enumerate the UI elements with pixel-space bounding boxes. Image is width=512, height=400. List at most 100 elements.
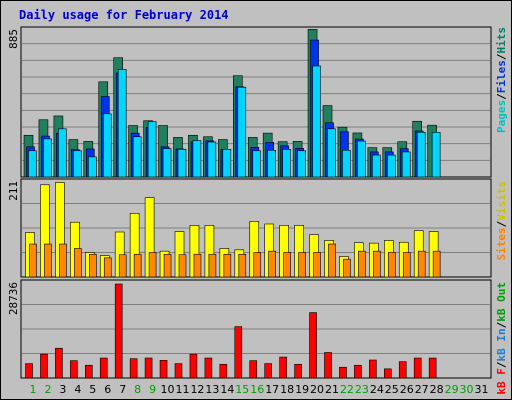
pages-bar — [28, 150, 37, 178]
kbf-bar — [144, 357, 153, 379]
pages-bar — [327, 128, 336, 178]
sites-bar — [358, 250, 366, 278]
legend-text: / — [495, 321, 508, 328]
pages-bar — [222, 148, 232, 178]
sites-bar — [253, 252, 262, 278]
kbf-bar — [85, 364, 93, 379]
legend-text: kB Out — [495, 282, 508, 322]
day-label: 29 — [445, 383, 459, 396]
kbf-bar — [204, 357, 213, 379]
pages-bar — [431, 131, 441, 178]
kbf-bar — [25, 363, 33, 379]
kbf-bar — [383, 368, 392, 379]
sites-bar — [163, 253, 172, 278]
day-label: 25 — [385, 383, 399, 396]
day-label: 21 — [325, 383, 339, 396]
day-label: 2 — [44, 383, 51, 396]
sites-bar — [402, 252, 411, 278]
day-label: 13 — [205, 383, 219, 396]
kbf-bar — [40, 353, 48, 379]
kbf-bar — [174, 363, 183, 379]
pages-bar — [177, 148, 187, 178]
kbf-bar — [70, 360, 78, 379]
pages-bar — [372, 154, 381, 178]
sites-bar — [44, 243, 52, 278]
legend-text: kB In — [495, 328, 508, 361]
day-label: 8 — [134, 383, 141, 396]
legend-kbytes: kB F/kB In/kB Out — [495, 282, 508, 395]
kbf-bar — [428, 357, 437, 379]
kbf-bar — [264, 363, 273, 379]
pages-bar — [132, 136, 142, 178]
pages-bar — [117, 69, 127, 178]
day-label: 1 — [30, 383, 37, 396]
sites-bar — [178, 254, 187, 278]
day-label: 12 — [190, 383, 204, 396]
pages-bar — [147, 121, 157, 178]
legend-hits-files-pages: Pages/Files/Hits — [495, 27, 508, 133]
kbf-bar — [114, 283, 123, 379]
chart-title: Daily usage for February 2014 — [19, 8, 229, 22]
kbf-bar — [99, 357, 108, 379]
sites-bar — [208, 253, 217, 278]
sites-bar — [313, 252, 321, 278]
pages-bar — [207, 141, 217, 178]
pages-bar — [267, 149, 277, 178]
day-label: 31 — [475, 383, 489, 396]
sites-bar — [268, 250, 277, 278]
legend-text: Files — [495, 60, 508, 93]
pages-bar — [416, 131, 426, 178]
legend-text: kB F — [495, 368, 508, 395]
legend-visits-sites: Sites/Visits — [495, 181, 508, 261]
pages-bar — [342, 149, 351, 178]
kbf-bar — [219, 363, 228, 379]
legend-text: Pages — [495, 100, 508, 133]
sites-bar — [148, 252, 157, 278]
sites-bar — [103, 257, 112, 278]
kbf-bar — [309, 312, 317, 379]
day-label: 7 — [119, 383, 126, 396]
legend-text: / — [495, 53, 508, 60]
kbf-bar — [294, 363, 302, 379]
day-label: 27 — [415, 383, 429, 396]
day-label: 30 — [460, 383, 474, 396]
sites-bar — [373, 250, 381, 278]
pages-bar — [297, 150, 306, 178]
pages-bar — [357, 140, 366, 178]
legend-text: / — [495, 361, 508, 368]
sites-bar — [328, 243, 336, 278]
kbf-bar — [159, 360, 168, 379]
sites-bar — [238, 253, 247, 278]
day-label: 16 — [250, 383, 264, 396]
day-label: 10 — [161, 383, 175, 396]
pages-bar — [102, 113, 112, 178]
sites-bar — [343, 258, 351, 278]
pages-bar — [237, 86, 247, 178]
pages-bar — [88, 156, 97, 178]
day-label: 24 — [370, 383, 384, 396]
day-label: 5 — [89, 383, 96, 396]
legend-text: Sites — [495, 227, 508, 260]
kbf-bar — [234, 326, 243, 379]
sites-bar — [74, 248, 82, 278]
sites-bar — [432, 250, 441, 278]
sites-bar — [387, 252, 396, 278]
y-max-label: 211 — [7, 181, 20, 201]
sites-bar — [193, 253, 202, 278]
kbf-bar — [354, 364, 362, 379]
day-label: 3 — [59, 383, 66, 396]
pages-bar — [73, 150, 82, 178]
pages-bar — [386, 154, 396, 178]
sites-bar — [133, 253, 142, 278]
legend-text: Visits — [495, 181, 508, 221]
day-label: 20 — [310, 383, 324, 396]
pages-bar — [282, 148, 291, 178]
kbf-bar — [249, 360, 258, 379]
day-label: 26 — [400, 383, 414, 396]
pages-bar — [312, 65, 321, 178]
day-label: 9 — [149, 383, 156, 396]
pages-bar — [43, 138, 52, 178]
kbf-bar — [398, 361, 407, 379]
kbf-bar — [55, 347, 63, 379]
